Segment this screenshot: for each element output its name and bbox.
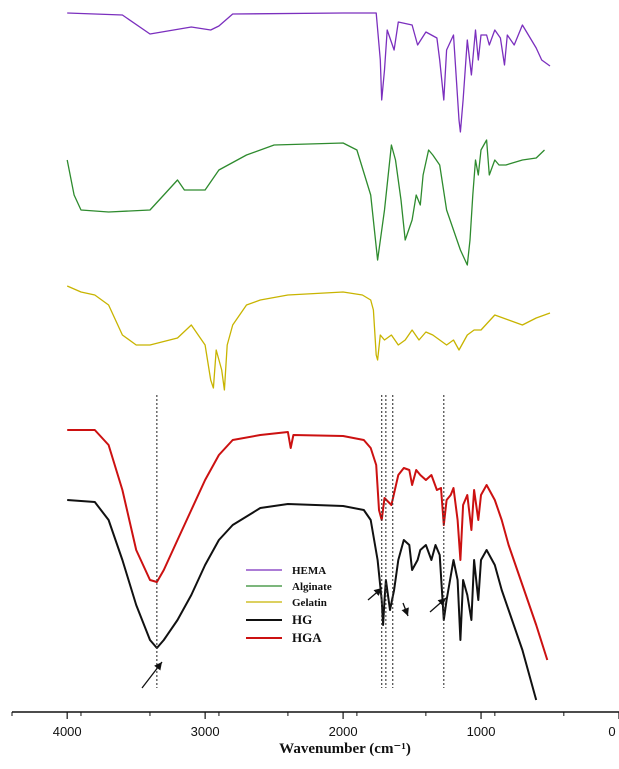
annotation-arrow-1270 xyxy=(429,597,447,613)
series-line-gelatin xyxy=(66,285,551,391)
legend-label-gelatin: Gelatin xyxy=(292,597,327,609)
x-tick-label-0: 0 xyxy=(608,724,615,739)
legend: HEMA Alginate Gelatin HG HGA xyxy=(246,565,332,645)
series-layer xyxy=(66,12,551,701)
annotation-arrow-3350 xyxy=(141,661,163,689)
legend-label-hga: HGA xyxy=(292,630,322,645)
series-line-alginate xyxy=(66,139,545,266)
x-axis-ticks: 4000 3000 2000 1000 0 xyxy=(11,712,619,739)
annotation-arrow-1640 xyxy=(401,602,409,617)
x-axis: 4000 3000 2000 1000 0 Wavenumber (cm⁻¹) xyxy=(11,711,619,757)
x-tick-label-3000: 3000 xyxy=(191,724,220,739)
x-tick-label-4000: 4000 xyxy=(53,724,82,739)
series-line-hema xyxy=(67,12,551,133)
legend-label-hema: HEMA xyxy=(292,565,326,577)
annotation-arrows xyxy=(141,587,447,689)
reference-lines xyxy=(156,395,445,688)
series-line-hga xyxy=(67,429,549,661)
x-tick-label-2000: 2000 xyxy=(329,724,358,739)
series-line-hg xyxy=(67,499,538,701)
legend-label-hg: HG xyxy=(292,612,312,627)
annotation-arrow-1720 xyxy=(367,587,383,601)
legend-label-alginate: Alginate xyxy=(292,581,332,593)
x-tick-label-1000: 1000 xyxy=(467,724,496,739)
x-axis-title: Wavenumber (cm⁻¹) xyxy=(279,741,411,757)
